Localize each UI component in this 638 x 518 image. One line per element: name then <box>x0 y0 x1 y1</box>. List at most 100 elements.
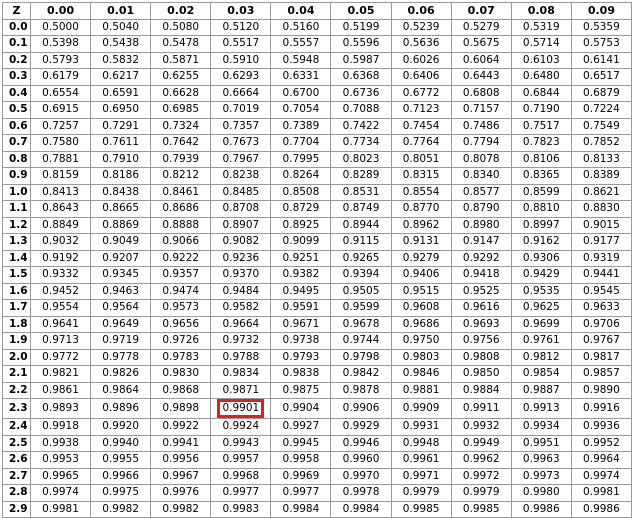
row-z-value: 0.0 <box>2 18 31 36</box>
table-cell: 0.8621 <box>570 183 633 201</box>
table-cell: 0.6591 <box>90 84 152 102</box>
table-cell: 0.5120 <box>210 18 272 36</box>
row-z-value: 0.2 <box>2 51 31 69</box>
table-cell: 0.6368 <box>330 68 392 86</box>
table-cell: 0.9958 <box>270 451 332 469</box>
table-cell: 0.9955 <box>90 451 152 469</box>
table-cell: 0.9608 <box>390 299 452 317</box>
table-cell: 0.9564 <box>90 299 152 317</box>
row-z-value: 1.7 <box>2 299 31 317</box>
row-z-value: 1.5 <box>2 266 31 284</box>
table-cell: 0.8023 <box>330 150 392 168</box>
row-z-value: 0.7 <box>2 134 31 152</box>
table-row: 1.0 0.8413 0.8438 0.8461 0.8485 0.8508 0.8531 0… <box>2 183 633 201</box>
table-row: 0.8 0.7881 0.7910 0.7939 0.7967 0.7995 0.8023 0… <box>2 150 633 168</box>
table-cell: 0.9463 <box>90 282 152 300</box>
header-z: Z <box>2 2 31 20</box>
row-z-value: 1.8 <box>2 315 31 333</box>
table-cell: 0.7910 <box>90 150 152 168</box>
row-z-value: 1.1 <box>2 200 31 218</box>
table-cell: 0.9951 <box>510 434 572 452</box>
table-cell: 0.9974 <box>570 467 633 485</box>
table-cell: 0.9495 <box>270 282 332 300</box>
table-cell: 0.9875 <box>270 381 332 399</box>
table-row: 1.3 0.9032 0.9049 0.9066 0.9082 0.9099 0.9115 0… <box>2 233 633 251</box>
table-cell: 0.9177 <box>570 233 633 251</box>
table-cell: 0.9906 <box>330 398 392 419</box>
table-cell: 0.9732 <box>210 332 272 350</box>
table-cell: 0.7823 <box>510 134 572 152</box>
table-cell: 0.9913 <box>510 398 572 419</box>
table-cell: 0.7157 <box>450 101 512 119</box>
table-cell: 0.5239 <box>390 18 452 36</box>
table-cell: 0.6664 <box>210 84 272 102</box>
table-row: 2.2 0.9861 0.9864 0.9868 0.9871 0.9875 0.9878 0… <box>2 381 633 399</box>
table-cell: 0.9890 <box>570 381 633 399</box>
table-cell: 0.9049 <box>90 233 152 251</box>
table-cell: 0.5675 <box>450 35 512 53</box>
table-cell: 0.7642 <box>150 134 212 152</box>
table-cell: 0.8238 <box>210 167 272 185</box>
table-cell: 0.9633 <box>570 299 633 317</box>
header-col: 0.06 <box>390 2 452 20</box>
table-cell: 0.9830 <box>150 365 212 383</box>
table-cell: 0.5319 <box>510 18 572 36</box>
table-cell: 0.7967 <box>210 150 272 168</box>
table-cell: 0.8830 <box>570 200 633 218</box>
table-cell: 0.9778 <box>90 348 152 366</box>
table-cell: 0.8869 <box>90 216 152 234</box>
table-cell: 0.9382 <box>270 266 332 284</box>
table-cell: 0.7389 <box>270 117 332 135</box>
table-cell: 0.6879 <box>570 84 633 102</box>
table-cell: 0.9918 <box>29 418 92 436</box>
table-cell: 0.9927 <box>270 418 332 436</box>
table-cell: 0.7257 <box>29 117 92 135</box>
table-cell: 0.9924 <box>210 418 272 436</box>
table-cell: 0.9573 <box>150 299 212 317</box>
table-cell: 0.9767 <box>570 332 633 350</box>
table-cell: 0.9319 <box>570 249 633 267</box>
header-col: 0.02 <box>150 2 212 20</box>
header-row: Z 0.00 0.01 0.02 0.03 0.04 0.05 0.06 0.07 0.08 0.0… <box>2 2 633 20</box>
table-cell: 0.5793 <box>29 51 92 69</box>
table-row: 1.7 0.9554 0.9564 0.9573 0.9582 0.9591 0.9599 0… <box>2 299 633 317</box>
table-row: 2.3 0.9893 0.9896 0.9898 0.9901 0.9904 0.9906 0… <box>2 398 633 419</box>
table-cell: 0.9192 <box>29 249 92 267</box>
table-cell: 0.6141 <box>570 51 633 69</box>
row-z-value: 2.6 <box>2 451 31 469</box>
row-z-value: 2.3 <box>2 398 31 419</box>
table-cell: 0.9788 <box>210 348 272 366</box>
table-cell: 0.7939 <box>150 150 212 168</box>
table-cell: 0.9978 <box>330 484 392 502</box>
table-cell: 0.9418 <box>450 266 512 284</box>
table-cell: 0.9686 <box>390 315 452 333</box>
table-cell: 0.9972 <box>450 467 512 485</box>
table-cell: 0.9066 <box>150 233 212 251</box>
table-cell: 0.9846 <box>390 365 452 383</box>
table-cell: 0.5080 <box>150 18 212 36</box>
table-cell: 0.9834 <box>210 365 272 383</box>
table-cell: 0.9985 <box>450 500 512 518</box>
table-cell: 0.9515 <box>390 282 452 300</box>
table-cell: 0.9394 <box>330 266 392 284</box>
row-z-value: 0.4 <box>2 84 31 102</box>
header-col: 0.04 <box>270 2 332 20</box>
table-cell: 0.9671 <box>270 315 332 333</box>
table-row: 1.5 0.9332 0.9345 0.9357 0.9370 0.9382 0.9394 0… <box>2 266 633 284</box>
table-cell: 0.9981 <box>29 500 92 518</box>
row-z-value: 1.2 <box>2 216 31 234</box>
table-cell: 0.5753 <box>570 35 633 53</box>
table-cell: 0.6736 <box>330 84 392 102</box>
row-z-value: 0.9 <box>2 167 31 185</box>
row-z-value: 1.6 <box>2 282 31 300</box>
table-cell: 0.9131 <box>390 233 452 251</box>
header-col: 0.07 <box>450 2 512 20</box>
table-cell: 0.9625 <box>510 299 572 317</box>
table-cell: 0.7190 <box>510 101 572 119</box>
table-cell: 0.7881 <box>29 150 92 168</box>
table-cell: 0.8980 <box>450 216 512 234</box>
table-cell: 0.9970 <box>330 467 392 485</box>
table-cell: 0.8599 <box>510 183 572 201</box>
table-cell: 0.9878 <box>330 381 392 399</box>
